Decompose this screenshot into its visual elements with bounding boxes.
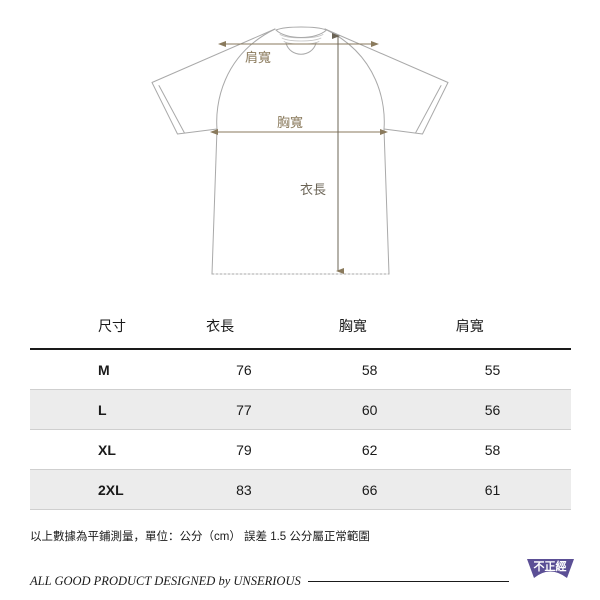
svg-text:胸寬: 胸寬 (277, 115, 303, 130)
svg-text:衣長: 衣長 (300, 182, 326, 197)
svg-text:肩寬: 肩寬 (245, 50, 271, 65)
